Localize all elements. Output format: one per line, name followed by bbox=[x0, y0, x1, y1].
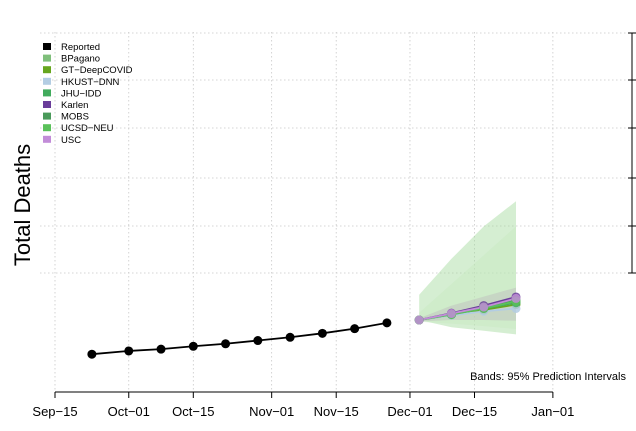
point-reported bbox=[350, 324, 360, 334]
x-tick-label: Dec−15 bbox=[452, 404, 497, 419]
point-reported bbox=[188, 341, 198, 351]
legend-label-hkust-dnn: HKUST−DNN bbox=[61, 77, 119, 88]
legend-swatch-bpagano bbox=[43, 54, 51, 62]
point-reported bbox=[221, 339, 231, 349]
legend-label-gt-deepcovid: GT−DeepCOVID bbox=[61, 65, 133, 76]
prediction-bands bbox=[419, 201, 516, 335]
legend-label-ucsd-neu: UCSD−NEU bbox=[61, 123, 114, 134]
point-usc bbox=[479, 302, 489, 312]
legend-swatch-mobs bbox=[43, 112, 51, 120]
band-karlen bbox=[419, 287, 516, 322]
legend-swatch-jhu-idd bbox=[43, 89, 51, 97]
point-usc bbox=[446, 309, 456, 319]
point-reported bbox=[317, 328, 327, 338]
point-reported bbox=[124, 346, 134, 356]
point-reported bbox=[156, 344, 166, 354]
legend-swatch-gt-deepcovid bbox=[43, 66, 51, 74]
line-reported bbox=[91, 321, 388, 356]
legend-label-karlen: Karlen bbox=[61, 100, 88, 111]
point-usc bbox=[511, 293, 521, 303]
x-tick-label: Oct−01 bbox=[108, 404, 150, 419]
series-lines bbox=[91, 296, 517, 356]
x-tick-label: Nov−01 bbox=[249, 404, 294, 419]
grid bbox=[40, 32, 636, 392]
x-tick-label: Sep−15 bbox=[32, 404, 77, 419]
point-reported bbox=[253, 336, 263, 346]
x-tick-label: Nov−15 bbox=[314, 404, 359, 419]
legend-label-mobs: MOBS bbox=[61, 112, 89, 123]
x-tick-label: Dec−01 bbox=[387, 404, 432, 419]
y-axis-label: Total Deaths bbox=[10, 144, 35, 266]
legend: ReportedBPaganoGT−DeepCOVIDHKUST−DNNJHU−… bbox=[43, 42, 133, 146]
point-reported bbox=[87, 349, 97, 359]
legend-label-usc: USC bbox=[61, 135, 81, 146]
line-usc bbox=[419, 297, 517, 321]
band-jhu-idd bbox=[419, 201, 516, 335]
point-usc bbox=[414, 315, 424, 325]
legend-swatch-reported bbox=[43, 43, 51, 50]
legend-label-bpagano: BPagano bbox=[61, 54, 100, 65]
legend-swatch-ucsd-neu bbox=[43, 124, 51, 132]
bands-note: Bands: 95% Prediction Intervals bbox=[470, 371, 626, 383]
series-points bbox=[87, 292, 521, 359]
x-tick-label: Jan−01 bbox=[531, 404, 574, 419]
x-tick-label: Oct−15 bbox=[172, 404, 214, 419]
x-axis: Sep−15 Oct−01 Oct−15 Nov−01 Nov−15 Dec−01 Dec−… bbox=[32, 391, 574, 419]
point-reported bbox=[285, 332, 295, 342]
legend-label-jhu-idd: JHU−IDD bbox=[61, 88, 102, 99]
point-reported bbox=[382, 318, 392, 328]
legend-swatch-usc bbox=[43, 135, 51, 143]
legend-label-reported: Reported bbox=[61, 42, 100, 53]
legend-swatch-karlen bbox=[43, 101, 51, 108]
legend-swatch-hkust-dnn bbox=[43, 77, 51, 85]
